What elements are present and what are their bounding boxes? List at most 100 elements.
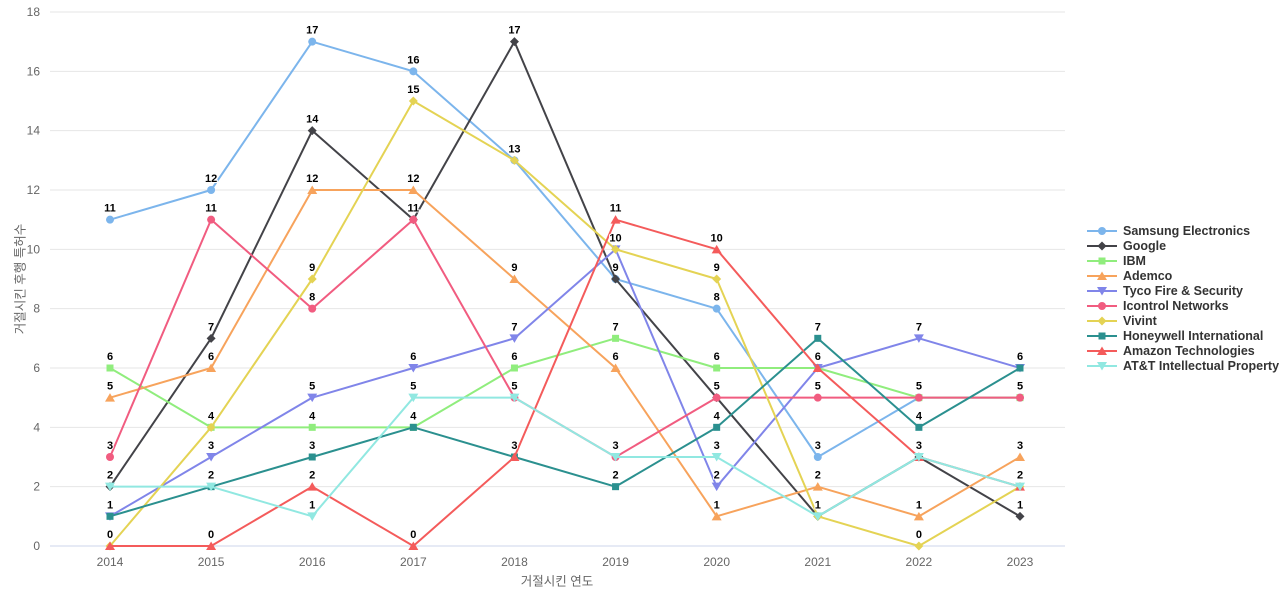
data-point-marker[interactable] [1015,452,1025,462]
data-point-marker[interactable] [509,334,520,343]
data-point-marker[interactable] [612,334,620,342]
data-point-marker[interactable] [812,363,823,373]
data-label: 3 [107,440,113,452]
legend-item-google[interactable]: Google [1085,238,1279,253]
legend-marker-icon [1087,241,1117,250]
data-point-marker[interactable] [914,541,924,551]
data-point-marker[interactable] [408,364,419,373]
data-point-marker[interactable] [207,186,216,194]
data-point-marker[interactable] [812,482,823,491]
data-point-marker[interactable] [206,482,217,492]
data-point-marker[interactable] [206,541,217,551]
data-point-marker[interactable] [408,541,419,551]
data-point-marker[interactable] [610,363,621,373]
data-point-marker[interactable] [610,215,621,224]
legend-item-icontrol-networks[interactable]: Icontrol Networks [1085,298,1279,313]
data-point-marker[interactable] [509,37,519,47]
data-point-marker[interactable] [611,274,621,284]
data-label: 0 [208,529,214,541]
data-point-marker[interactable] [814,334,822,342]
y-tick-label: 4 [33,420,40,434]
data-point-marker[interactable] [509,274,520,284]
data-point-marker[interactable] [711,453,722,462]
data-point-marker[interactable] [610,453,621,462]
data-point-marker[interactable] [206,453,217,462]
data-point-marker[interactable] [207,215,216,224]
data-point-marker[interactable] [307,274,317,284]
data-point-marker[interactable] [307,512,318,521]
legend-marker-icon [1087,361,1117,370]
legend-item-samsung-electronics[interactable]: Samsung Electronics [1085,223,1279,238]
legend-item-vivint[interactable]: Vivint [1085,313,1279,328]
data-point-marker[interactable] [711,511,722,521]
data-point-marker[interactable] [812,512,823,521]
data-point-marker[interactable] [307,482,318,491]
data-point-marker[interactable] [913,511,924,521]
data-point-marker[interactable] [813,453,822,461]
data-point-marker[interactable] [1016,364,1024,372]
data-point-marker[interactable] [106,512,114,520]
series-ademco[interactable] [105,185,1025,521]
data-point-marker[interactable] [206,422,216,432]
data-point-marker[interactable] [308,37,317,46]
data-point-marker[interactable] [206,333,216,343]
data-point-marker[interactable] [409,215,418,224]
data-point-marker[interactable] [106,364,114,372]
data-point-marker[interactable] [206,363,217,373]
data-point-marker[interactable] [307,185,318,195]
data-point-marker[interactable] [1015,511,1025,521]
data-point-marker[interactable] [510,364,518,372]
data-point-marker[interactable] [612,483,620,491]
legend-item-ademco[interactable]: Ademco [1085,268,1279,283]
data-point-marker[interactable] [711,244,722,254]
data-point-marker[interactable] [1015,482,1025,492]
legend-marker-icon [1087,286,1117,295]
data-point-marker[interactable] [307,393,318,403]
data-point-marker[interactable] [611,244,621,254]
series-line [109,337,1021,518]
legend-item-label: Tyco Fire & Security [1123,283,1243,298]
series-amazon-technologies[interactable] [105,215,1025,550]
data-point-marker[interactable] [307,126,317,136]
legend-item-ibm[interactable]: IBM [1085,253,1279,268]
data-point-marker[interactable] [105,393,115,402]
data-point-marker[interactable] [106,215,114,224]
legend-item-at-t-intellectual-property[interactable]: AT&T Intellectual Property [1085,358,1279,373]
data-label: 15 [407,84,419,96]
data-point-marker[interactable] [713,364,721,372]
data-point-marker[interactable] [408,393,419,403]
data-point-marker[interactable] [914,393,923,402]
data-point-marker[interactable] [105,482,115,492]
data-point-marker[interactable] [308,423,316,431]
series-google[interactable] [105,37,1025,521]
legend-item-honeywell-international[interactable]: Honeywell International [1085,328,1279,343]
data-point-marker[interactable] [711,482,722,492]
data-point-marker[interactable] [712,274,722,284]
data-point-marker[interactable] [1016,393,1024,402]
series-tyco-fire-security[interactable] [105,245,1025,521]
data-point-marker[interactable] [409,423,417,431]
series-at-t-intellectual-property[interactable] [105,393,1025,521]
data-point-marker[interactable] [308,304,317,313]
data-point-marker[interactable] [915,423,923,431]
data-point-marker[interactable] [106,453,114,461]
data-point-marker[interactable] [712,393,721,402]
data-point-marker[interactable] [308,453,316,461]
data-point-marker[interactable] [913,453,924,462]
data-point-marker[interactable] [713,423,721,431]
legend-item-amazon-technologies[interactable]: Amazon Technologies [1085,343,1279,358]
data-label: 1 [1017,499,1023,511]
data-label: 3 [612,440,618,452]
data-point-marker[interactable] [509,155,519,165]
data-point-marker[interactable] [408,96,418,106]
data-point-marker[interactable] [813,393,822,402]
data-point-marker[interactable] [913,334,924,343]
data-point-marker[interactable] [408,185,419,195]
data-point-marker[interactable] [509,393,520,403]
data-point-marker[interactable] [409,67,418,76]
data-point-marker[interactable] [105,541,115,551]
data-point-marker[interactable] [712,304,721,313]
data-point-marker[interactable] [509,452,520,462]
legend-item-tyco-fire-security[interactable]: Tyco Fire & Security [1085,283,1279,298]
